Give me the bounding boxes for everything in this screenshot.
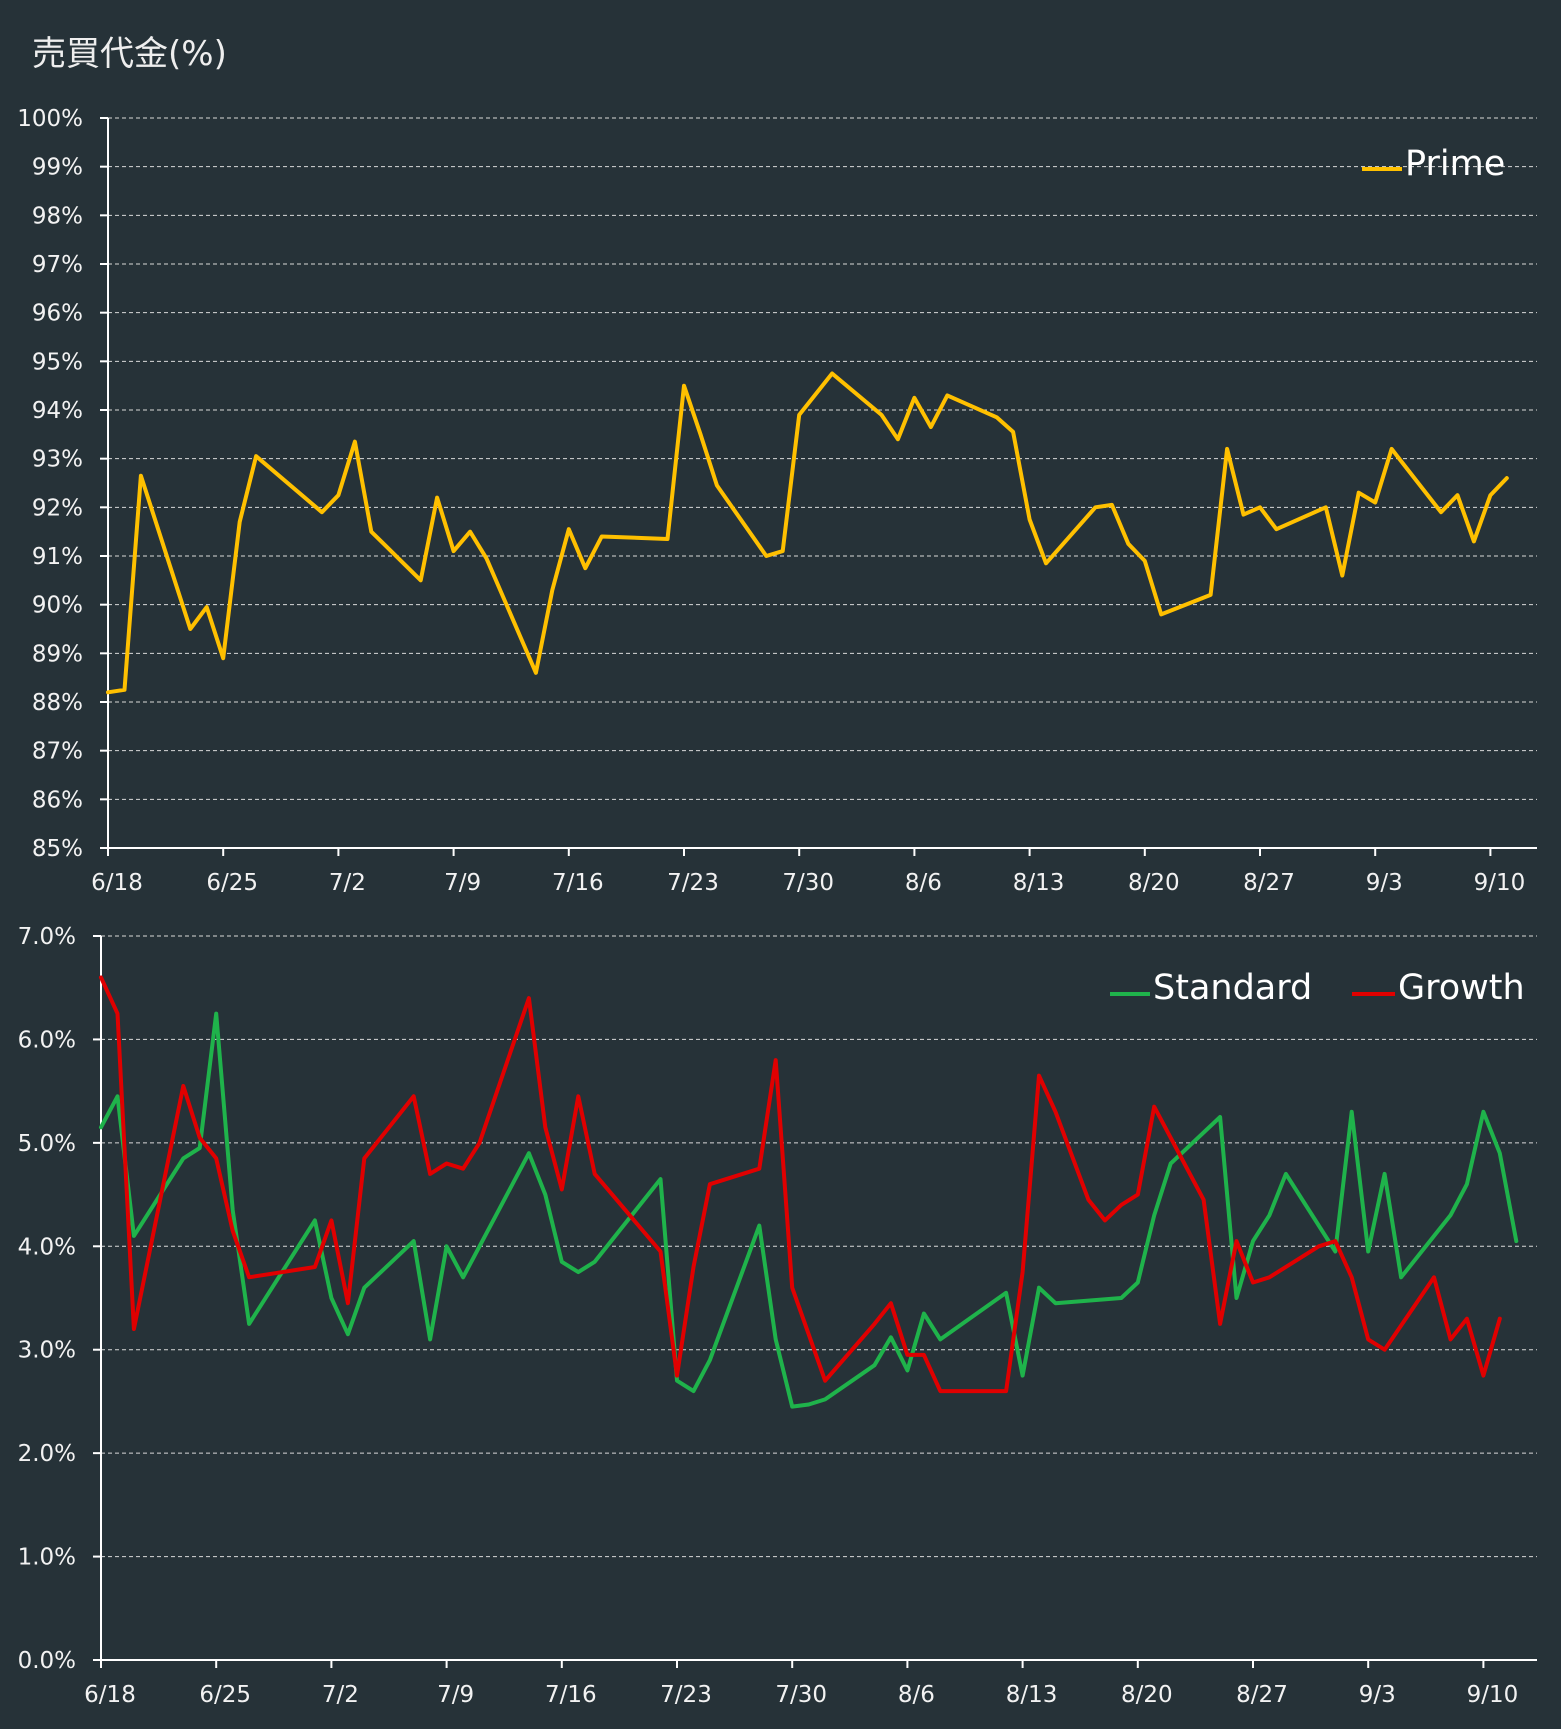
y-tick-label: 99% (32, 155, 83, 181)
x-tick-label: 6/18 (91, 870, 143, 896)
y-tick-label: 89% (32, 641, 83, 667)
x-tick-label: 9/3 (1359, 1682, 1396, 1708)
y-tick-label: 93% (32, 447, 83, 473)
y-tick-label: 85% (32, 836, 83, 862)
legend-label-prime: Prime (1405, 144, 1505, 184)
y-tick-label: 3.0% (18, 1338, 76, 1364)
y-tick-label: 91% (32, 544, 83, 570)
y-tick-label: 0.0% (18, 1648, 76, 1674)
x-tick-label: 7/2 (322, 1682, 359, 1708)
x-tick-label: 7/23 (660, 1682, 712, 1708)
x-tick-label: 6/18 (84, 1682, 136, 1708)
y-tick-label: 4.0% (18, 1234, 76, 1260)
series-line-prime (106, 371, 1509, 695)
x-tick-label: 6/25 (199, 1682, 251, 1708)
y-tick-label: 98% (32, 203, 83, 229)
y-tick-label: 2.0% (18, 1441, 76, 1467)
x-tick-label: 7/9 (437, 1682, 474, 1708)
y-tick-label: 87% (32, 739, 83, 765)
x-tick-label: 6/25 (206, 870, 258, 896)
series-line-standard (99, 1011, 1519, 1409)
y-tick-label: 95% (32, 349, 83, 375)
x-tick-label: 7/9 (444, 870, 481, 896)
y-tick-label: 94% (32, 398, 83, 424)
x-tick-label: 8/27 (1243, 870, 1295, 896)
y-tick-label: 88% (32, 690, 83, 716)
x-tick-label: 8/13 (1013, 870, 1065, 896)
x-tick-label: 7/16 (545, 1682, 597, 1708)
x-tick-label: 8/13 (1006, 1682, 1058, 1708)
y-tick-label: 86% (32, 787, 83, 813)
y-tick-label: 5.0% (18, 1131, 76, 1157)
x-tick-label: 8/20 (1128, 870, 1180, 896)
y-tick-label: 6.0% (18, 1027, 76, 1053)
x-tick-label: 8/6 (898, 1682, 935, 1708)
x-tick-label: 9/10 (1467, 1682, 1519, 1708)
y-tick-label: 90% (32, 593, 83, 619)
legend-label-growth: Growth (1398, 968, 1525, 1008)
legend-label-standard: Standard (1153, 968, 1312, 1008)
series-line-growth (99, 975, 1502, 1394)
x-tick-label: 8/20 (1121, 1682, 1173, 1708)
x-tick-label: 7/30 (775, 1682, 827, 1708)
chart-title: 売買代金(%) (32, 34, 227, 74)
x-tick-label: 7/30 (782, 870, 834, 896)
x-tick-label: 9/3 (1366, 870, 1403, 896)
y-tick-label: 7.0% (18, 924, 76, 950)
y-tick-label: 100% (17, 106, 83, 132)
y-tick-label: 96% (32, 301, 83, 327)
y-tick-label: 97% (32, 252, 83, 278)
x-tick-label: 8/27 (1236, 1682, 1288, 1708)
x-tick-label: 8/6 (905, 870, 942, 896)
x-tick-label: 7/16 (552, 870, 604, 896)
x-tick-label: 9/10 (1474, 870, 1526, 896)
x-tick-label: 7/23 (667, 870, 719, 896)
x-tick-label: 7/2 (329, 870, 366, 896)
y-tick-label: 92% (32, 495, 83, 521)
y-tick-label: 1.0% (18, 1545, 76, 1571)
